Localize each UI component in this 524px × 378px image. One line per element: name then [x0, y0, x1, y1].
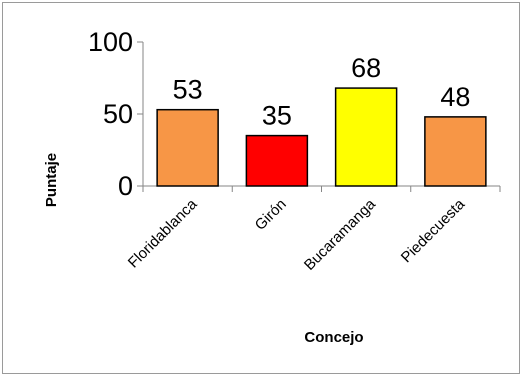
- y-tick-label: 100: [88, 27, 133, 57]
- bar-piedecuesta: [424, 116, 487, 187]
- chart-frame: [2, 2, 520, 374]
- category-label: Bucaramanga: [301, 195, 380, 274]
- bar-floridablanca: [156, 108, 219, 187]
- category-label: Girón: [252, 196, 290, 234]
- y-tick-labels: 0 50 100: [88, 27, 133, 201]
- bar-bucaramanga: [334, 87, 398, 187]
- category-label: Floridablanca: [125, 195, 201, 271]
- category-labels: Floridablanca Girón Bucaramanga Piedecuesta: [125, 195, 469, 274]
- data-labels: 53 35 68 48: [173, 53, 471, 131]
- data-label: 53: [173, 75, 203, 105]
- data-label: 35: [262, 101, 292, 131]
- y-tick-label: 50: [103, 99, 133, 129]
- data-label: 68: [351, 53, 381, 83]
- x-axis-label: Concejo: [304, 329, 363, 346]
- y-tick-label: 0: [118, 171, 133, 201]
- y-axis-label: Puntaje: [43, 153, 60, 207]
- category-label: Piedecuesta: [398, 195, 469, 266]
- bars: [156, 87, 487, 187]
- data-label: 48: [440, 82, 470, 112]
- bar-giron: [245, 134, 309, 187]
